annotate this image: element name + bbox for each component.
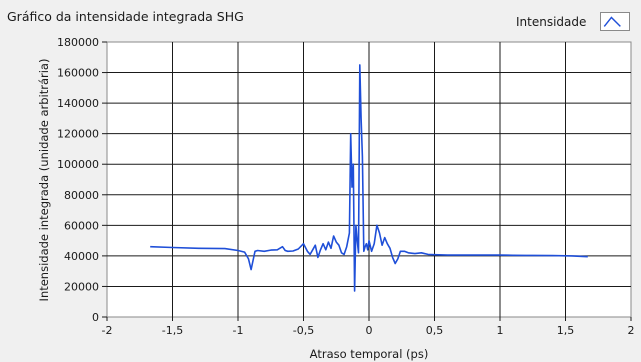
x-tick-label: -0,5: [293, 324, 314, 337]
y-axis-label: Intensidade integrada (unidade arbitrári…: [37, 59, 51, 302]
y-tick-label: 100000: [57, 158, 99, 171]
x-tick-label: -1,5: [162, 324, 183, 337]
chart-title: Gráfico da intensidade integrada SHG: [7, 9, 244, 24]
y-tick-label: 160000: [57, 67, 99, 80]
y-tick-label: 180000: [57, 36, 99, 49]
x-tick-label: 1,5: [557, 324, 575, 337]
legend-label: Intensidade: [516, 14, 587, 29]
x-tick-label: -2: [102, 324, 113, 337]
legend: Intensidade: [516, 12, 631, 31]
y-tick-label: 40000: [64, 250, 99, 263]
x-tick-label: 2: [628, 324, 635, 337]
x-tick-label: 0,5: [426, 324, 444, 337]
x-tick-label: 0: [366, 324, 373, 337]
y-tick-label: 120000: [57, 128, 99, 141]
legend-swatch[interactable]: [600, 12, 631, 31]
y-tick-label: 140000: [57, 97, 99, 110]
grid-lines: [107, 42, 631, 317]
y-tick-label: 0: [92, 311, 99, 324]
y-tick-label: 20000: [64, 280, 99, 293]
y-tick-label: 80000: [64, 189, 99, 202]
x-tick-label: 1: [497, 324, 504, 337]
y-ticks: 0 20000 40000 60000 80000 100000 120000 140000 1…: [57, 36, 107, 324]
y-tick-label: 60000: [64, 219, 99, 232]
legend-line-icon: [604, 16, 622, 27]
x-ticks: -2 -1,5 -1 -0,5 0 0,5 1 1,5 2: [102, 317, 635, 337]
series-line-intensidade: [150, 64, 588, 292]
x-tick-label: -1: [233, 324, 244, 337]
x-axis-label: Atraso temporal (ps): [310, 347, 429, 361]
